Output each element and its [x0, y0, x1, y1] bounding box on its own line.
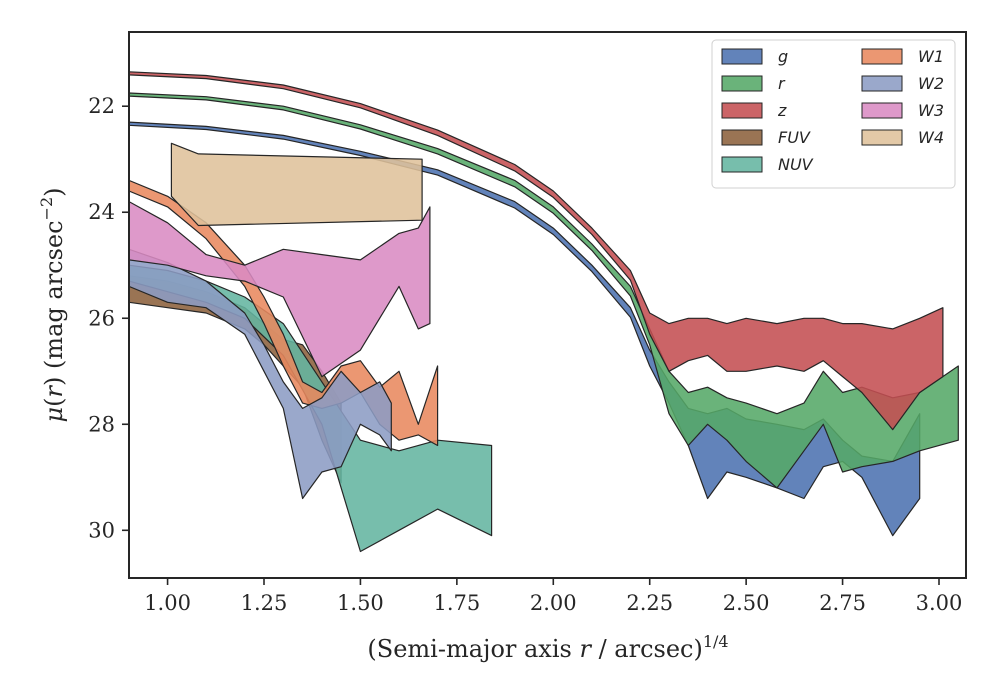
band-z [129, 71, 944, 431]
legend: grz FUV NUV W1 W2 W3 W4 [711, 39, 956, 189]
legend-swatch-fuv [721, 129, 763, 146]
x-tick-label: 1.50 [337, 591, 384, 615]
legend-swatch-r [721, 75, 763, 92]
x-tick-label: 1.75 [433, 591, 480, 615]
x-tick-label: 2.50 [723, 591, 770, 615]
band-w3 [129, 201, 431, 378]
legend-swatch-z [721, 102, 763, 119]
legend-label-r: r [778, 74, 786, 93]
y-tick-label: 22 [88, 94, 115, 118]
legend-swatch-w3 [861, 102, 903, 119]
legend-label-nuv: NUV [778, 155, 814, 174]
legend-label-w4: W4 [918, 128, 944, 147]
legend-swatch-w4 [861, 129, 903, 146]
y-axis-label: μ(r) (mag arcsec−2) [37, 187, 68, 422]
band-r [129, 92, 959, 489]
x-tick-label: 2.25 [626, 591, 673, 615]
band-w4 [170, 142, 423, 227]
legend-swatch-nuv [721, 156, 763, 173]
x-tick-label: 1.00 [144, 591, 191, 615]
band-areas [129, 71, 959, 553]
legend-swatch-w1 [861, 48, 903, 65]
y-tick-label: 28 [88, 412, 115, 436]
x-tick-label: 2.00 [530, 591, 577, 615]
x-axis-ticks: 1.00 1.25 1.50 1.75 2.00 2.25 2.50 2.75 3.00 [144, 578, 962, 615]
band-w1 [129, 179, 439, 447]
legend-label-w2: W2 [918, 74, 944, 93]
plot-frame [128, 31, 967, 579]
legend-swatch-w2 [861, 75, 903, 92]
legend-label-g: g [778, 47, 788, 66]
legend-label-fuv: FUV [778, 128, 811, 147]
x-tick-label: 2.75 [819, 591, 866, 615]
y-tick-label: 24 [88, 200, 115, 224]
band-w2 [129, 248, 392, 500]
x-tick-label: 1.25 [241, 591, 288, 615]
x-tick-label: 3.00 [916, 591, 963, 615]
y-axis-ticks: 22 24 26 28 30 [88, 94, 129, 542]
legend-swatch-g [721, 48, 763, 65]
x-axis-label: (Semi-major axis r / arcsec)1/4 [367, 632, 728, 663]
legend-label-w3: W3 [918, 101, 944, 120]
legend-label-z: z [777, 101, 787, 120]
y-tick-label: 26 [88, 306, 115, 330]
y-tick-label: 30 [88, 518, 115, 542]
legend-label-w1: W1 [918, 47, 944, 66]
